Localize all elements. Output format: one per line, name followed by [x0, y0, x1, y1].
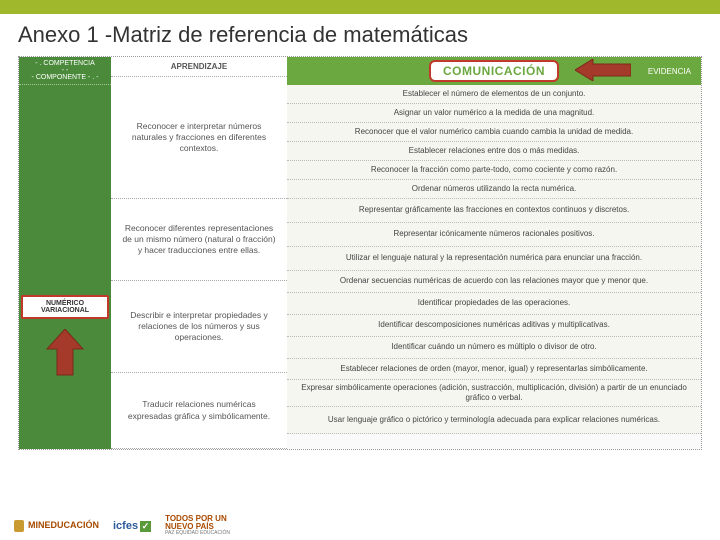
left-arrow-icon [575, 59, 631, 86]
evidence-row: Representar gráficamente las fracciones … [287, 199, 701, 223]
evidence-column: COMUNICACIÓN EVIDENCIA Establecer el núm… [287, 57, 701, 449]
evidence-row: Establecer relaciones de orden (mayor, m… [287, 359, 701, 380]
evidence-row: Representar icónicamente números raciona… [287, 223, 701, 247]
component-tag: NUMÉRICO VARIACIONAL [21, 295, 109, 319]
top-accent-bar [0, 0, 720, 14]
evidence-row: Ordenar números utilizando la recta numé… [287, 180, 701, 199]
reference-matrix: - . COMPETENCIA - - - COMPONENTE - . - N… [18, 56, 702, 450]
evidence-row: Identificar propiedades de las operacion… [287, 293, 701, 315]
left-column: - . COMPETENCIA - - - COMPONENTE - . - N… [19, 57, 111, 449]
evidence-row: Identificar cuándo un número es múltiplo… [287, 337, 701, 359]
left-caption: - . COMPETENCIA - - - COMPONENTE - . - [19, 57, 111, 85]
logo-nuevo-pais: TODOS POR UNNUEVO PAÍSPAZ EQUIDAD EDUCAC… [165, 515, 230, 536]
evidence-row: Expresar simbólicamente operaciones (adi… [287, 380, 701, 407]
evidence-label: EVIDENCIA [648, 67, 691, 76]
evidence-row: Utilizar el lenguaje natural y la repres… [287, 247, 701, 271]
evidence-row: Asignar un valor numérico a la medida de… [287, 104, 701, 123]
competency-banner: COMUNICACIÓN EVIDENCIA [287, 57, 701, 85]
evidence-row: Establecer relaciones entre dos o más me… [287, 142, 701, 161]
evidence-row: Usar lenguaje gráfico o pictórico y term… [287, 407, 701, 434]
left-body: NUMÉRICO VARIACIONAL [19, 85, 111, 449]
up-arrow-icon [45, 329, 85, 384]
learning-header: APRENDIZAJE [111, 57, 287, 77]
footer: MINEDUCACIÓN icfes✓ TODOS POR UNNUEVO PA… [0, 511, 720, 540]
evidence-row: Establecer el número de elementos de un … [287, 85, 701, 104]
evidence-row: Reconocer la fracción como parte-todo, c… [287, 161, 701, 180]
learning-row: Traducir relaciones numéricas expresadas… [111, 373, 287, 449]
logo-mineducacion: MINEDUCACIÓN [14, 520, 99, 532]
evidence-row: Reconocer que el valor numérico cambia c… [287, 123, 701, 142]
logo-icfes: icfes✓ [113, 520, 151, 532]
learning-row: Describir e interpretar propiedades y re… [111, 281, 287, 373]
evidence-row: Ordenar secuencias numéricas de acuerdo … [287, 271, 701, 293]
communication-label: COMUNICACIÓN [429, 60, 559, 82]
learning-row: Reconocer diferentes representaciones de… [111, 199, 287, 281]
page-title: Anexo 1 -Matriz de referencia de matemát… [0, 14, 720, 52]
learning-row: Reconocer e interpretar números naturale… [111, 77, 287, 199]
evidence-row: Identificar descomposiciones numéricas a… [287, 315, 701, 337]
learning-column: APRENDIZAJE Reconocer e interpretar núme… [111, 57, 287, 449]
